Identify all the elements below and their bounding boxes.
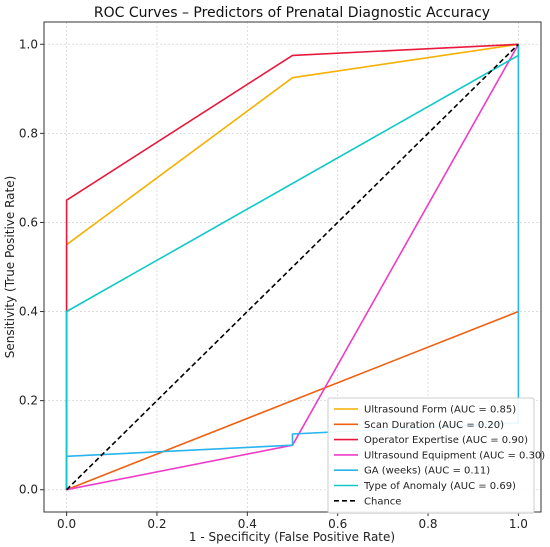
y-axis-ticks: 0.0 0.2 0.4 0.6 0.8 1.0 bbox=[19, 37, 44, 497]
plot-frame bbox=[43, 21, 542, 513]
legend-entry: Type of Anomaly (AUC = 0.69) bbox=[363, 481, 516, 492]
y-tick-label: 1.0 bbox=[19, 37, 38, 51]
legend: Ultrasound Form (AUC = 0.85) Scan Duratio… bbox=[327, 397, 545, 514]
y-tick-label: 0.4 bbox=[19, 305, 38, 319]
legend-entry: Ultrasound Form (AUC = 0.85) bbox=[364, 405, 516, 416]
x-tick-label: 0.2 bbox=[147, 517, 166, 531]
y-tick-label: 0.6 bbox=[19, 215, 38, 229]
series-group bbox=[65, 43, 520, 491]
x-axis-ticks: 0.0 0.2 0.4 0.6 0.8 1.0 bbox=[57, 512, 528, 531]
chart-title: ROC Curves – Predictors of Prenatal Diag… bbox=[94, 5, 490, 21]
legend-entry: Operator Expertise (AUC = 0.90) bbox=[364, 435, 528, 446]
x-tick-label: 1.0 bbox=[509, 517, 528, 531]
legend-entry: Chance bbox=[364, 496, 401, 507]
y-tick-label: 0.2 bbox=[19, 394, 38, 408]
legend-entry: Scan Duration (AUC = 0.20) bbox=[364, 420, 504, 431]
legend-box bbox=[327, 397, 535, 514]
series-line-5 bbox=[65, 44, 520, 490]
x-tick-label: 0.4 bbox=[238, 517, 257, 531]
series-line-1 bbox=[66, 310, 519, 491]
y-tick-label: 0.0 bbox=[19, 483, 38, 497]
x-tick-label: 0.6 bbox=[328, 517, 347, 531]
x-axis-label: 1 - Specificity (False Positive Rate) bbox=[189, 530, 395, 544]
y-tick-label: 0.8 bbox=[19, 126, 38, 140]
legend-entry: Ultrasound Equipment (AUC = 0.30) bbox=[364, 450, 545, 461]
series-line-6 bbox=[66, 43, 519, 491]
y-axis-label: Sensitivity (True Positive Rate) bbox=[3, 176, 17, 359]
x-tick-label: 0.0 bbox=[57, 517, 76, 531]
x-tick-label: 0.8 bbox=[418, 517, 437, 531]
legend-entry: GA (weeks) (AUC = 0.11) bbox=[364, 466, 490, 477]
